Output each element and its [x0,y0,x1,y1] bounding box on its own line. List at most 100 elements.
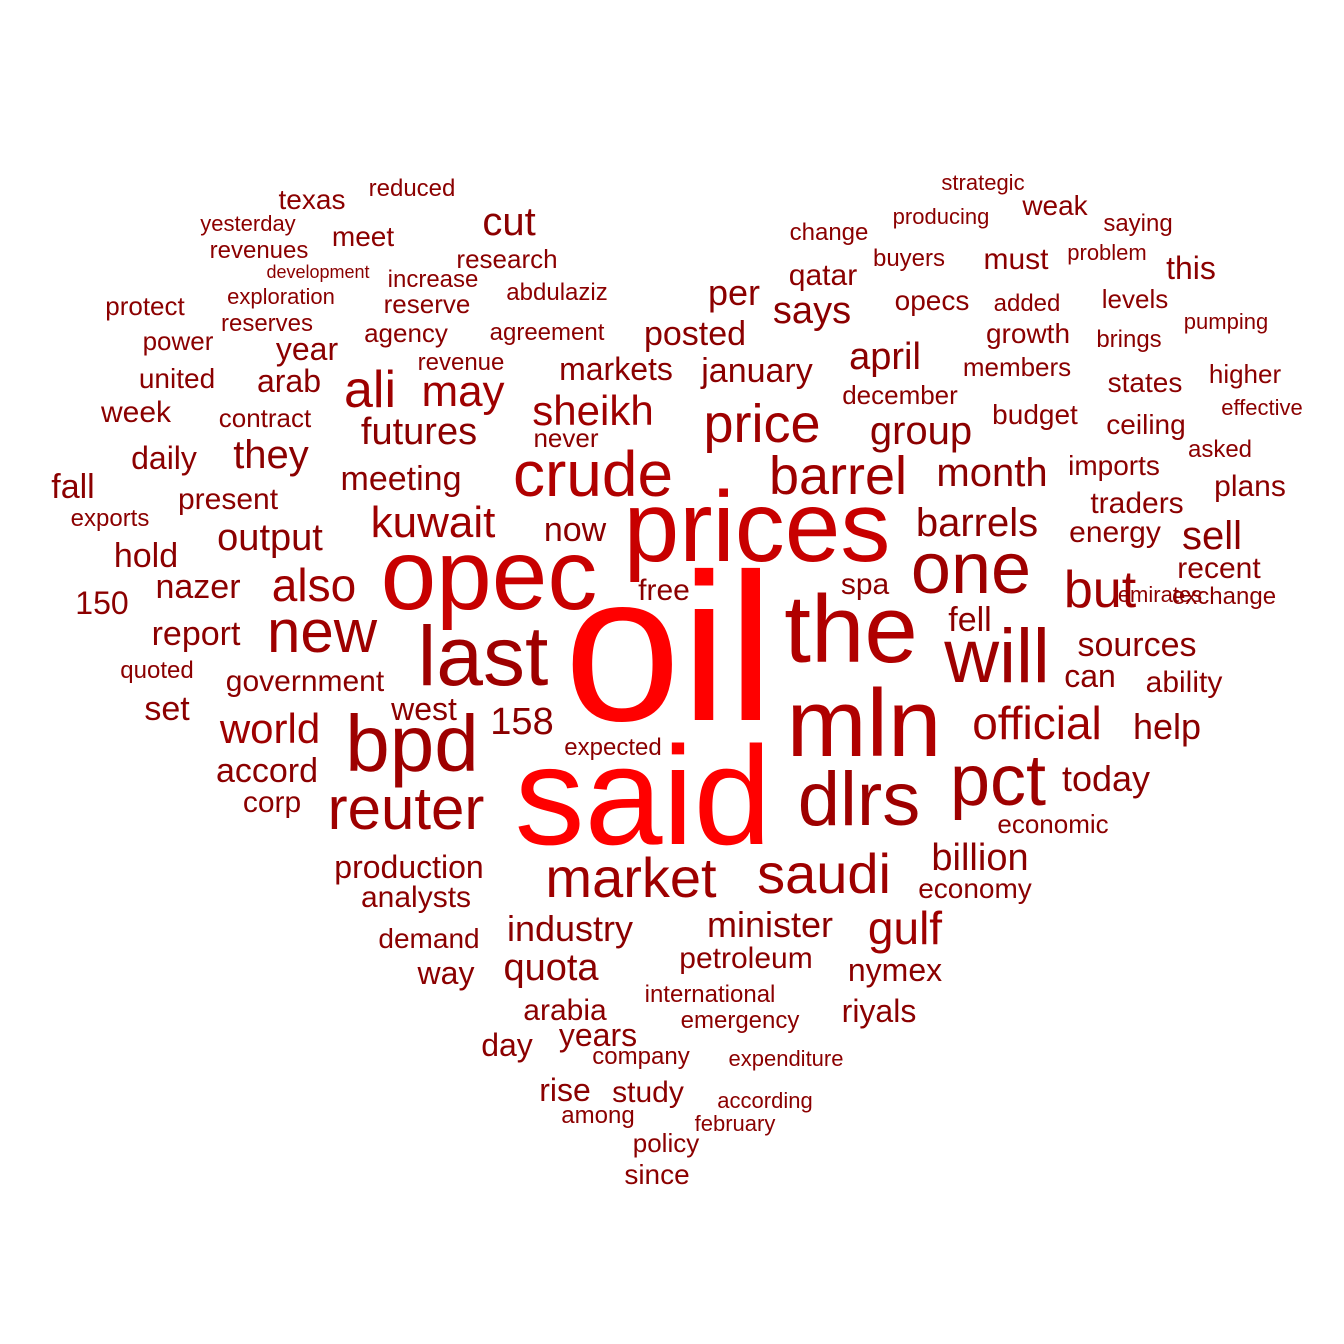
word-one: one [910,529,1032,609]
word-world: world [219,705,321,752]
word-weak: weak [1022,190,1088,221]
word-official: official [972,697,1102,749]
word-april: april [849,336,921,378]
word-exploration: exploration [227,284,335,309]
word-international: international [644,981,776,1008]
word-producing: producing [892,204,990,229]
word-help: help [1132,706,1202,747]
word-texas: texas [278,184,346,215]
word-power: power [142,326,214,356]
word-reduced: reduced [368,175,456,202]
word-barrels: barrels [915,501,1039,545]
word-ceiling: ceiling [1106,409,1186,440]
word-last: last [417,609,549,703]
word-month: month [936,451,1048,495]
word-also: also [271,559,357,611]
word-output: output [217,517,323,559]
word-report: report [151,615,241,653]
word-demand: demand [378,923,480,954]
word-company: company [592,1043,690,1070]
word-nazer: nazer [155,568,241,606]
word-january: january [701,352,813,390]
word-analysts: analysts [360,881,472,914]
word-meet: meet [331,221,395,252]
word-arab: arab [256,363,322,399]
word-set: set [144,690,190,728]
word-development: development [266,262,370,282]
word-qatar: qatar [788,259,858,292]
word-higher: higher [1208,359,1282,389]
word-west: west [391,691,457,727]
word-years: years [558,1017,638,1053]
word-ali: ali [343,361,397,419]
word-economic: economic [997,809,1109,839]
word-strategic: strategic [941,170,1025,195]
word-petroleum: petroleum [679,942,813,975]
word-recent: recent [1177,552,1261,585]
word-members: members [962,352,1072,382]
word-must: must [983,243,1049,276]
word-according: according [717,1088,813,1113]
word-nymex: nymex [847,952,943,988]
word-said: said [514,717,772,874]
word-exports: exports [70,505,150,532]
word-but: but [1063,561,1137,619]
word-opecs: opecs [894,285,970,316]
word-kuwait: kuwait [370,498,496,547]
word-states: states [1107,367,1183,398]
word-cut: cut [482,200,536,244]
word-revenue: revenue [417,349,505,376]
word-agreement: agreement [489,319,605,346]
word-contract: contract [218,403,312,433]
word-meeting: meeting [340,460,462,498]
word-protect: protect [105,291,185,321]
word-the: the [784,576,918,683]
word-february: february [694,1111,776,1136]
word-spa: spa [840,568,890,601]
word-change: change [789,219,869,246]
word-ability: ability [1145,666,1223,699]
word-fell: fell [948,601,992,639]
word-sources: sources [1077,626,1197,664]
word-rise: rise [539,1072,591,1108]
word-problem: problem [1067,240,1147,265]
word-brings: brings [1096,326,1162,353]
word-may: may [421,367,505,416]
word-says: says [772,290,852,332]
word-expected: expected [564,734,662,761]
word-expenditure: expenditure [728,1046,844,1071]
word-quoted: quoted [120,657,194,684]
word-agency: agency [364,318,448,348]
word-saudi: saudi [757,842,891,905]
word-price: price [703,394,821,454]
word-abdulaziz: abdulaziz [506,279,608,306]
word-policy: policy [632,1128,700,1158]
word-production: production [334,849,484,885]
word-imports: imports [1068,450,1160,481]
word-energy: energy [1069,516,1161,549]
word-quota: quota [503,947,599,989]
word-traders: traders [1090,487,1184,520]
word-new: new [266,598,378,665]
word-plans: plans [1214,470,1286,503]
word-minister: minister [706,904,834,945]
word-research: research [456,244,558,274]
word-added: added [993,290,1061,317]
word-week: week [100,396,172,429]
word-present: present [177,483,279,516]
word-crude: crude [512,438,674,510]
word-opec: opec [380,519,598,631]
word-study: study [612,1076,684,1109]
word-growth: growth [985,318,1071,349]
word-they: they [233,433,309,477]
word-emirates: emirates [1117,582,1203,607]
word-united: united [138,363,216,394]
word-levels: levels [1101,284,1169,314]
word-dlrs: dlrs [797,757,921,842]
word-group: group [869,409,973,453]
word-government: government [225,665,385,698]
word-year: year [275,331,339,367]
word-futures: futures [360,411,478,453]
word-way: way [417,955,475,991]
